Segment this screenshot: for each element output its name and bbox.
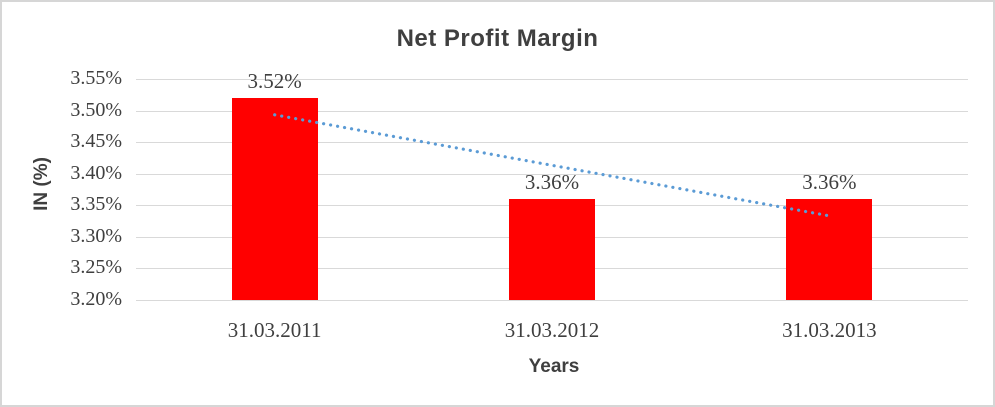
y-tick-label: 3.30%	[70, 224, 122, 247]
y-tick-label: 3.45%	[70, 130, 122, 153]
gridline	[136, 110, 968, 112]
x-tick-label: 31.03.2011	[227, 318, 322, 342]
y-tick-label: 3.50%	[70, 98, 122, 121]
bar	[509, 198, 595, 300]
bar-data-label: 3.36%	[524, 169, 580, 194]
y-tick-label: 3.35%	[70, 193, 122, 216]
bar-data-label: 3.36%	[802, 169, 857, 194]
x-tick-label: 31.03.2013	[782, 318, 877, 342]
y-tick-label: 3.40%	[70, 161, 122, 184]
y-tick-label: 3.55%	[70, 67, 122, 90]
bar	[231, 97, 318, 300]
gridline	[136, 300, 968, 301]
x-axis-title: Years	[528, 356, 580, 377]
bar-data-label: 3.52%	[247, 68, 302, 93]
chart-title: Net Profit Margin	[396, 25, 599, 52]
y-tick-label: 3.20%	[70, 288, 122, 311]
y-tick-label: 3.25%	[70, 256, 122, 279]
bar	[786, 198, 873, 300]
x-tick-label: 31.03.2012	[504, 318, 600, 342]
gridline	[136, 79, 968, 80]
